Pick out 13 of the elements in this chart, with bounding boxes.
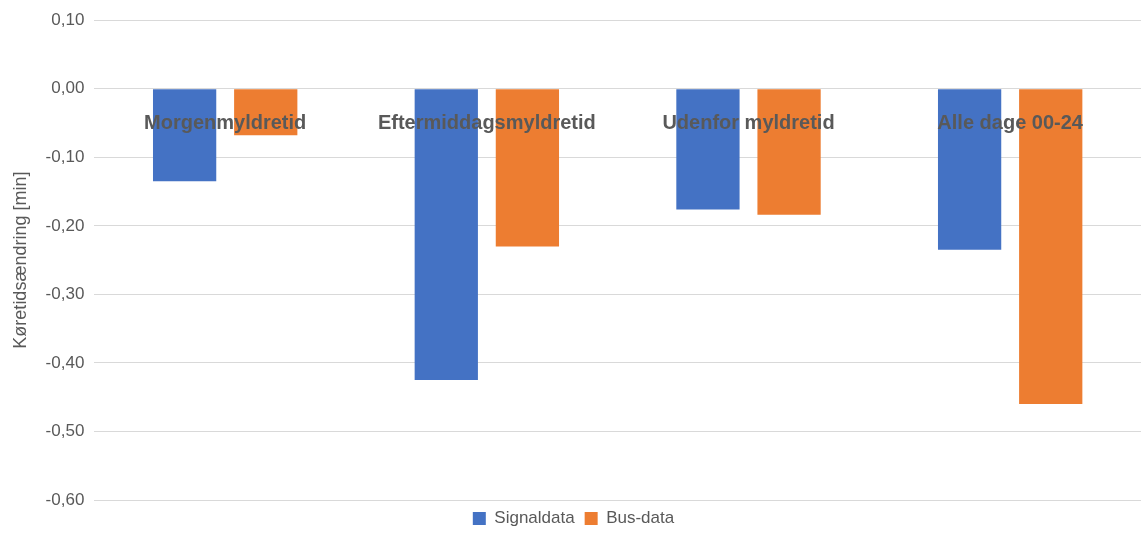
y-tick-label: -0,40	[45, 352, 85, 372]
y-tick-label: -0,60	[45, 489, 85, 509]
legend-label: Signaldata	[494, 508, 576, 528]
y-tick-label: -0,30	[45, 284, 85, 304]
y-tick-label: 0,00	[51, 78, 85, 98]
y-tick-label: -0,20	[45, 215, 85, 235]
x-tick-label: Eftermiddagsmyldretid	[377, 111, 596, 134]
y-tick-label: -0,10	[45, 146, 85, 166]
x-tick-label: Morgenmyldretid	[144, 111, 307, 134]
y-tick-label: 0,10	[51, 9, 85, 29]
legend-label: Bus-data	[606, 508, 675, 528]
y-axis-title: Køretidsændring [min]	[9, 171, 30, 349]
y-tick-label: -0,50	[45, 421, 85, 441]
